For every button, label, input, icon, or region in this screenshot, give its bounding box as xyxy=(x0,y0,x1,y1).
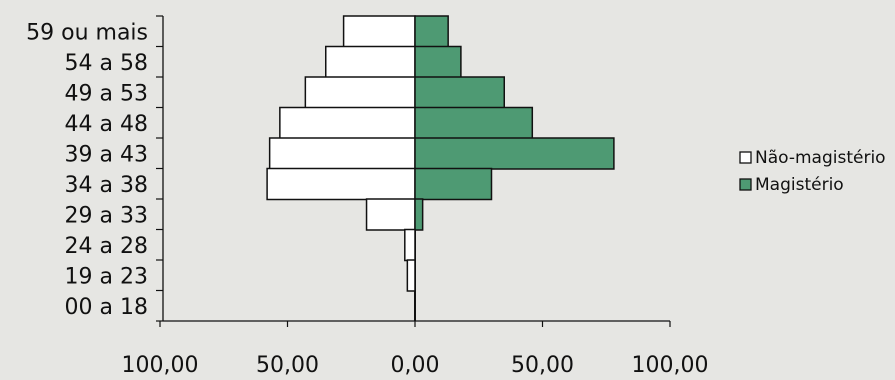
bar-nao-magisterio xyxy=(304,76,416,109)
y-tick-label: 24 a 28 xyxy=(65,234,148,259)
legend-swatch xyxy=(739,151,752,164)
y-tick-label: 29 a 33 xyxy=(65,203,148,228)
y-tick-labels: 59 ou mais 54 a 58 49 a 53 44 a 48 39 a 43 34… xyxy=(26,20,148,320)
bar-magisterio xyxy=(414,198,424,231)
bar-magisterio xyxy=(414,167,493,201)
y-tick-label: 34 a 38 xyxy=(65,173,148,198)
chart-bars xyxy=(266,15,615,292)
x-tick-labels: 100,00 50,00 0,00 50,00 100,00 xyxy=(122,353,709,378)
bar-nao-magisterio xyxy=(406,259,416,292)
y-tick-label: 00 a 18 xyxy=(65,295,148,320)
bar-nao-magisterio xyxy=(325,45,416,79)
legend-swatch xyxy=(739,178,752,191)
bar-nao-magisterio xyxy=(266,167,416,201)
legend-label: Magistério xyxy=(755,175,844,195)
x-tick-label: 50,00 xyxy=(256,353,319,378)
x-tick-label: 100,00 xyxy=(122,353,199,378)
bar-nao-magisterio xyxy=(404,228,416,262)
x-tick-label: 100,00 xyxy=(632,353,709,378)
bar-magisterio xyxy=(414,106,534,140)
y-tick-label: 19 a 23 xyxy=(65,264,148,289)
bar-nao-magisterio xyxy=(342,15,416,48)
y-tick-label: 49 a 53 xyxy=(65,81,148,106)
x-tick-label: 50,00 xyxy=(511,353,574,378)
legend-label: Não-magistério xyxy=(755,148,886,168)
y-tick-label: 44 a 48 xyxy=(65,112,148,137)
y-tick-label: 54 a 58 xyxy=(65,51,148,76)
bar-magisterio xyxy=(414,15,449,48)
y-tick-label: 59 ou mais xyxy=(26,20,148,45)
chart-legend: Não-magistério Magistério xyxy=(739,148,886,195)
bar-magisterio xyxy=(414,45,462,79)
bar-nao-magisterio xyxy=(268,137,416,170)
x-tick-label: 0,00 xyxy=(391,353,440,378)
bar-nao-magisterio xyxy=(279,106,416,140)
bar-magisterio xyxy=(414,76,505,109)
bar-nao-magisterio xyxy=(365,198,416,231)
y-tick-label: 39 a 43 xyxy=(65,142,148,167)
bar-magisterio xyxy=(414,137,615,170)
